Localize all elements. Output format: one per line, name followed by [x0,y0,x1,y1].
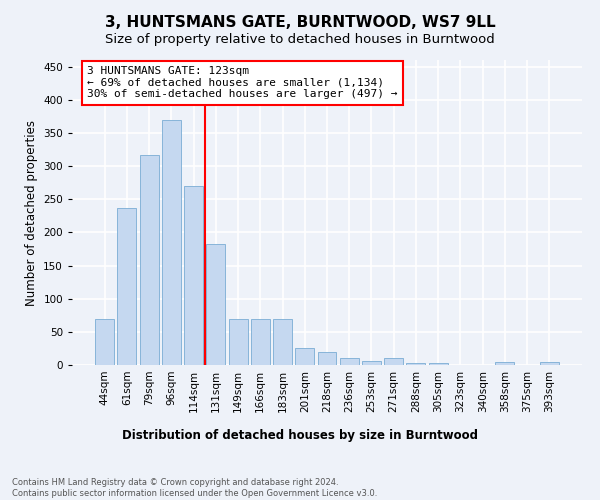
Text: 3, HUNTSMANS GATE, BURNTWOOD, WS7 9LL: 3, HUNTSMANS GATE, BURNTWOOD, WS7 9LL [104,15,496,30]
Bar [251,320,270,365]
Bar [384,358,403,365]
Text: Size of property relative to detached houses in Burntwood: Size of property relative to detached ho… [105,32,495,46]
Bar [295,348,314,365]
Bar [162,120,181,365]
Bar [273,318,292,365]
Text: 3 HUNTSMANS GATE: 123sqm
← 69% of detached houses are smaller (1,134)
30% of sem: 3 HUNTSMANS GATE: 123sqm ← 69% of detach… [88,66,398,100]
Bar [184,186,203,365]
Bar [229,320,248,365]
Bar [317,352,337,365]
Y-axis label: Number of detached properties: Number of detached properties [25,120,38,306]
Bar [496,362,514,365]
Bar [406,363,425,365]
Bar [140,156,158,365]
Text: Distribution of detached houses by size in Burntwood: Distribution of detached houses by size … [122,430,478,442]
Text: Contains HM Land Registry data © Crown copyright and database right 2024.
Contai: Contains HM Land Registry data © Crown c… [12,478,377,498]
Bar [362,361,381,365]
Bar [429,363,448,365]
Bar [206,244,225,365]
Bar [95,318,114,365]
Bar [540,362,559,365]
Bar [118,208,136,365]
Bar [340,358,359,365]
